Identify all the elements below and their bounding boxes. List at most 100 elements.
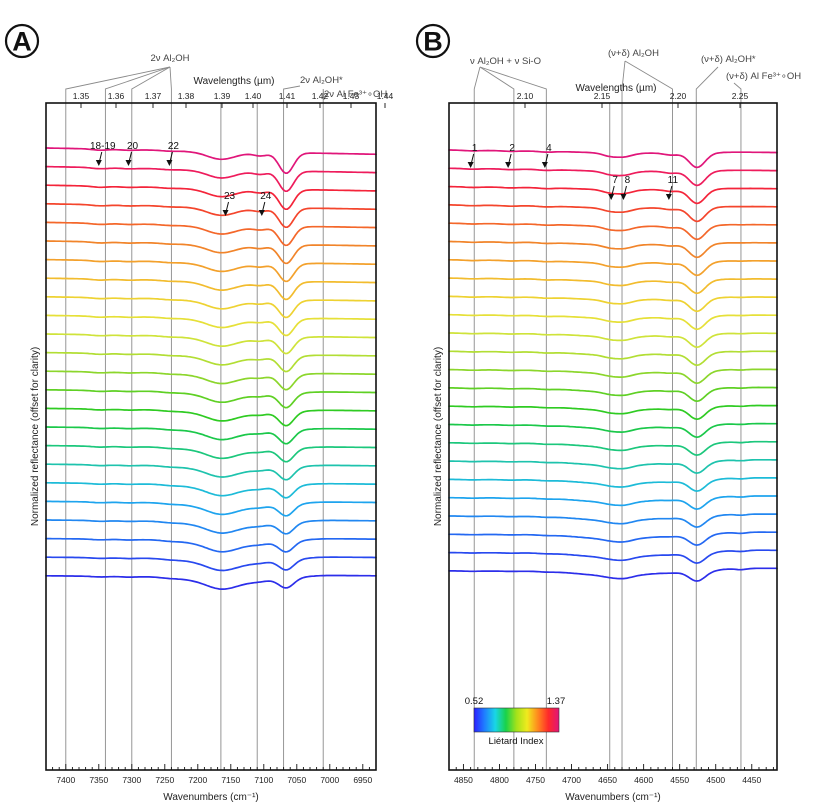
spectrum-line — [448, 149, 778, 169]
spectrum-line — [45, 147, 377, 174]
band-arrow-head — [222, 210, 229, 216]
y-axis-label: Normalized reflectance (offset for clari… — [30, 347, 41, 526]
band-label: 7 — [612, 175, 618, 186]
band-label: 8 — [625, 175, 631, 186]
spectrum-line — [45, 351, 377, 373]
leader-line — [621, 60, 626, 103]
spectrum-line — [45, 426, 377, 445]
leader-line — [695, 66, 719, 103]
bottom-tick-label: 7150 — [221, 775, 240, 785]
leader-line — [624, 60, 673, 103]
spectrum-line — [45, 184, 377, 211]
spectrum-line — [448, 422, 778, 439]
spectrum-line — [45, 240, 377, 265]
leader-line — [479, 66, 547, 103]
spectrum-line — [448, 258, 778, 277]
top-tick-label: 1.41 — [279, 91, 296, 101]
panel-letter: B — [423, 27, 443, 57]
top-tick-label: 1.39 — [214, 91, 231, 101]
band-arrow-head — [505, 162, 512, 168]
band-arrow-head — [620, 194, 627, 200]
top-tick-label: 2.20 — [670, 91, 687, 101]
spectrum-line — [448, 368, 778, 385]
band-arrow-head — [541, 162, 548, 168]
bottom-tick-label: 7200 — [188, 775, 207, 785]
x-axis-label: Wavenumbers (cm⁻¹) — [565, 792, 660, 803]
assignment-label: ν Al₂OH + ν Si-O — [470, 56, 541, 67]
top-tick-label: 1.36 — [108, 91, 125, 101]
colorbar-max-label: 1.37 — [547, 696, 566, 707]
y-axis-label: Normalized reflectance (offset for clari… — [433, 347, 444, 526]
top-tick-label: 1.37 — [145, 91, 162, 101]
band-label: 4 — [546, 143, 552, 154]
panel-a: A 2ν Al₂OH 2ν Al₂OH* 2ν Al Fe³⁺∘OH Wavelengt… — [4, 23, 394, 803]
top-tick-label: 2.10 — [517, 91, 534, 101]
spectrum-line — [448, 458, 778, 474]
spectrum-line — [45, 314, 377, 337]
colorbar: 0.52 1.37 Liétard Index — [465, 696, 566, 747]
top-tick-label: 1.44 — [377, 91, 394, 101]
spectrum-line — [448, 313, 778, 331]
spectrum-line — [448, 222, 778, 241]
spectrum-line — [448, 404, 778, 421]
spectrum-line — [448, 204, 778, 223]
bottom-tick-label: 7000 — [320, 775, 339, 785]
leader-line — [131, 66, 171, 103]
leader-line — [169, 66, 172, 103]
spectrum-line — [45, 221, 377, 247]
band-arrow-head — [95, 160, 102, 166]
top-tick-label: 1.38 — [178, 91, 195, 101]
spectrum-line — [45, 519, 377, 535]
spectrum-line — [45, 333, 377, 355]
bottom-tick-label: 6950 — [353, 775, 372, 785]
bottom-tick-label: 4800 — [490, 775, 509, 785]
bottom-tick-label: 7300 — [122, 775, 141, 785]
spectrum-line — [45, 277, 377, 301]
bottom-tick-label: 4600 — [634, 775, 653, 785]
spectra-group — [45, 147, 377, 590]
assignment-label: (ν+δ) Al Fe³⁺∘OH — [726, 71, 801, 82]
spectrum-line — [448, 549, 778, 564]
spectrum-line — [45, 165, 377, 193]
spectrum-line — [45, 370, 377, 391]
panel-letter-badge — [4, 23, 40, 59]
top-tick-label: 1.35 — [73, 91, 90, 101]
spectrum-line — [45, 258, 377, 283]
spectrum-line — [448, 240, 778, 259]
spectrum-line — [45, 574, 377, 590]
spectrum-line — [45, 537, 377, 553]
top-tick-label: 2.25 — [732, 91, 749, 101]
leader-line — [283, 85, 301, 103]
spectrum-line — [448, 295, 778, 313]
band-label: 11 — [668, 175, 679, 186]
panel-letter: A — [12, 27, 32, 57]
leader-line — [104, 66, 171, 103]
spectrum-line — [45, 407, 377, 427]
top-tick-label: 1.43 — [343, 91, 360, 101]
band-label: 23 — [224, 191, 236, 202]
bottom-tick-label: 7050 — [287, 775, 306, 785]
band-label: 24 — [260, 191, 272, 202]
bottom-tick-label: 7250 — [155, 775, 174, 785]
bottom-tick-label: 4700 — [562, 775, 581, 785]
bottom-tick-label: 4550 — [670, 775, 689, 785]
band-arrow-head — [665, 194, 672, 200]
bottom-tick-label: 7100 — [254, 775, 273, 785]
assignment-label: 2ν Al₂OH* — [300, 75, 343, 86]
band-arrow-head — [258, 210, 265, 216]
leader-line — [473, 66, 481, 103]
spectrum-line — [448, 495, 778, 510]
top-tick-label: 1.42 — [312, 91, 329, 101]
spectrum-line — [448, 350, 778, 367]
band-label: 1 — [472, 143, 478, 154]
leader-line — [322, 88, 325, 103]
panel-letter-badge — [415, 23, 451, 59]
band-label: 18-19 — [90, 141, 116, 152]
assignment-label: (ν+δ) Al₂OH — [608, 48, 659, 59]
top-tick-label: 1.40 — [245, 91, 262, 101]
band-arrow-head — [125, 160, 132, 166]
spectrum-line — [448, 185, 778, 205]
top-axis-label: Wavelengths (µm) — [194, 76, 275, 87]
band-arrow-head — [608, 194, 615, 200]
